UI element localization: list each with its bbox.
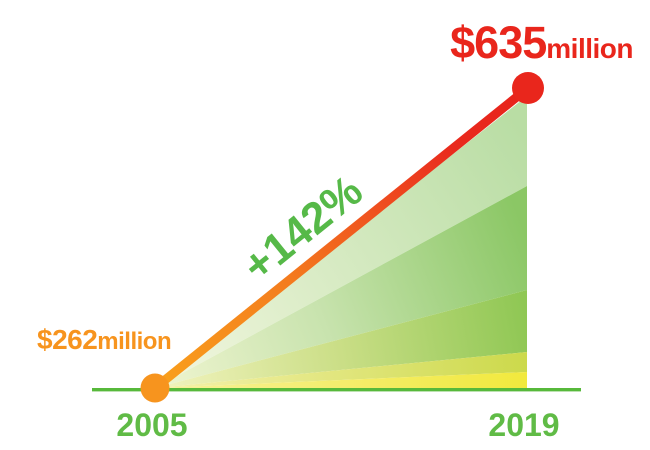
end-value-label: $635 million — [450, 20, 633, 65]
start-value-amount: $262 — [37, 324, 98, 355]
start-value-unit: million — [97, 328, 172, 355]
year-label-2019: 2019 — [488, 407, 560, 443]
end-value-unit: million — [546, 33, 633, 64]
start-value-label: $262 million — [37, 324, 172, 355]
end-value-amount: $635 — [450, 17, 547, 68]
x-axis-baseline — [92, 388, 581, 392]
fan-wedge-5 — [155, 372, 527, 390]
year-label-2005: 2005 — [116, 407, 188, 443]
fan-wedge-2 — [155, 186, 527, 388]
fan-wedge-3 — [155, 290, 527, 388]
trend-line — [152, 84, 531, 392]
data-point-2019 — [512, 72, 544, 104]
fan-wedge-4 — [155, 352, 527, 388]
data-point-2005 — [140, 373, 170, 403]
